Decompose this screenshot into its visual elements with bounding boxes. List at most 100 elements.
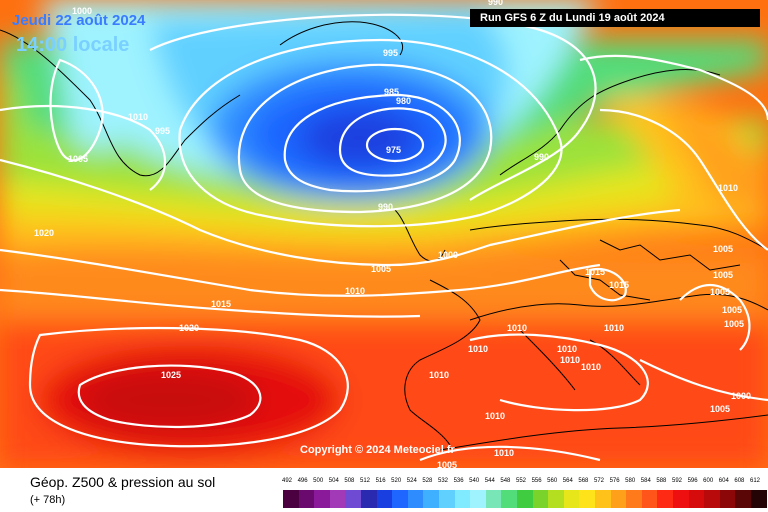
valid-date: Jeudi 22 août 2024: [12, 12, 146, 29]
scale-color-cell: [719, 490, 736, 508]
scale-tick-label: 592: [671, 478, 682, 484]
isobar-1005-south: [419, 445, 601, 462]
isobar-1000: [149, 13, 597, 201]
scale-tick-label: 580: [625, 478, 636, 484]
isobar-label: 1005: [710, 404, 730, 414]
isobar-label: 1020: [179, 323, 199, 333]
isobar-label: 995: [383, 48, 398, 58]
isobar-label: 1005: [437, 460, 457, 468]
scale-color-cell: [657, 490, 674, 508]
isobar-label: 1015: [609, 280, 629, 290]
isobar-labels: 1000 995 990 985 980 975 1010 995 1005 1…: [34, 0, 751, 468]
scale-color-cell: [345, 490, 362, 508]
isobar-995: [178, 38, 563, 228]
scale-tick-label: 568: [578, 478, 589, 484]
isobar-label: 980: [396, 96, 411, 106]
scale-tick-label: 604: [718, 478, 729, 484]
scale-color-cell: [563, 490, 580, 508]
isobar-label: 1010: [345, 286, 365, 296]
isobar-1000-east: [579, 54, 768, 121]
copyright-text: Copyright © 2024 Meteociel.fr: [300, 444, 455, 456]
isobar-label: 1010: [718, 183, 738, 193]
scale-color-cell: [688, 490, 705, 508]
scale-tick-label: 612: [749, 478, 760, 484]
scale-color-cell: [610, 490, 627, 508]
scale-color-cell: [439, 490, 456, 508]
isobar-label: 1010: [507, 323, 527, 333]
isobar-label: 1005: [710, 287, 730, 297]
scale-tick-label: 524: [406, 478, 417, 484]
scale-color-cell: [314, 490, 331, 508]
scale-tick-label: 536: [453, 478, 464, 484]
isobar-1010-med: [469, 333, 649, 412]
scale-color-cell: [548, 490, 565, 508]
isobar-label: 995: [155, 126, 170, 136]
map-title: Géop. Z500 & pression au sol: [30, 474, 216, 490]
color-scale-legend: 492 496 500 504 508 512 516 520 524 528 532 536 540 5…: [281, 478, 768, 510]
scale-color-cell: [517, 490, 534, 508]
isobar-label: 1015: [585, 267, 605, 277]
scale-color-cell: [392, 490, 409, 508]
isobar-label: 990: [488, 0, 503, 7]
scale-tick-label: 540: [469, 478, 480, 484]
scale-color-cell: [376, 490, 393, 508]
isobar-label: 1010: [485, 411, 505, 421]
scale-tick-label: 496: [297, 478, 308, 484]
scale-tick-label: 504: [328, 478, 339, 484]
scale-tick-label: 492: [281, 478, 292, 484]
isobar-label: 1010: [429, 370, 449, 380]
isobar-1005-east: [639, 359, 768, 402]
isobars: [0, 13, 768, 462]
scale-color-cell: [626, 490, 643, 508]
isobar-1005-balkan: [679, 284, 751, 351]
scale-color-cell: [595, 490, 612, 508]
scale-color-cell: [579, 490, 596, 508]
scale-tick-label: 556: [531, 478, 542, 484]
scale-color-cell: [454, 490, 471, 508]
isobar-label: 1005: [713, 244, 733, 254]
isobar-label: 1005: [68, 154, 88, 164]
valid-time: 14:00 locale: [16, 34, 130, 56]
isobar-990: [237, 63, 493, 214]
scale-color-cell: [298, 490, 315, 508]
scale-tick-label: 552: [515, 478, 526, 484]
isobar-1005: [0, 158, 681, 267]
scale-tick-label: 520: [391, 478, 402, 484]
isobar-label: 1000: [72, 6, 92, 16]
isobar-975: [365, 127, 425, 163]
isobar-label: 1010: [468, 344, 488, 354]
isobar-label: 1010: [581, 362, 601, 372]
isobar-label: 1000: [438, 250, 458, 260]
scale-tick-label: 608: [734, 478, 745, 484]
isobar-980: [338, 107, 447, 177]
scale-tick-label: 548: [500, 478, 511, 484]
isobar-label: 1020: [34, 228, 54, 238]
scale-tick-label: 528: [422, 478, 433, 484]
scale-tick-label: 560: [547, 478, 558, 484]
scale-color-cell: [735, 490, 752, 508]
scale-tick-label: 576: [609, 478, 620, 484]
forecast-lead-time: (+ 78h): [30, 494, 66, 506]
scale-color-cell: [501, 490, 518, 508]
scale-tick-label: 544: [484, 478, 495, 484]
scale-tick-label: 600: [703, 478, 714, 484]
isobar-1005-greenland: [49, 58, 104, 162]
isobar-label: 1010: [557, 344, 577, 354]
scale-color-cell: [532, 490, 549, 508]
isobar-label: 1015: [211, 299, 231, 309]
scale-color-cell: [673, 490, 690, 508]
scale-color-cell: [329, 490, 346, 508]
isobar-label: 990: [534, 152, 549, 162]
isobar-label: 975: [386, 145, 401, 155]
isobar-1015: [0, 288, 421, 318]
isobar-label: 1005: [371, 264, 391, 274]
scale-color-cell: [407, 490, 424, 508]
isobar-label: 1010: [560, 355, 580, 365]
scale-color-cell: [361, 490, 378, 508]
scale-color-cell: [423, 490, 440, 508]
scale-tick-label: 508: [344, 478, 355, 484]
scale-tick-label: 584: [640, 478, 651, 484]
isobar-label: 1005: [722, 305, 742, 315]
scale-color-cell: [641, 490, 658, 508]
